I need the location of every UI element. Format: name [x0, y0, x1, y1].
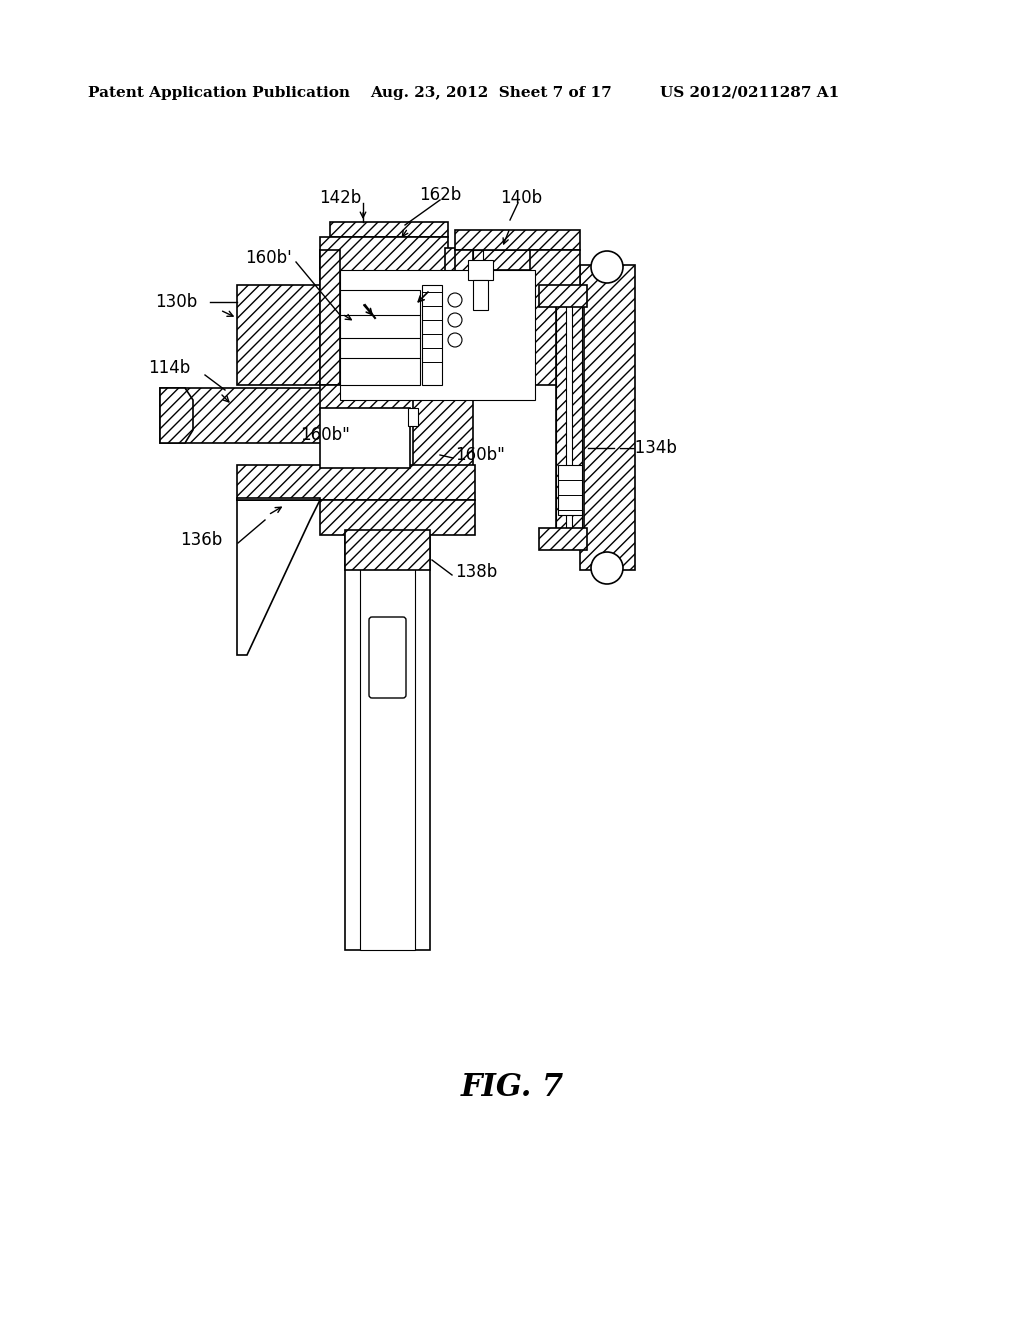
Bar: [530, 249, 580, 385]
Text: 142b: 142b: [318, 189, 361, 207]
Text: —134b: —134b: [618, 440, 677, 457]
Circle shape: [591, 552, 623, 583]
Bar: [445, 248, 457, 290]
Text: 138b: 138b: [455, 564, 498, 581]
Bar: [455, 230, 580, 249]
Bar: [360, 535, 415, 950]
Text: 140b: 140b: [500, 189, 542, 207]
Text: 136b: 136b: [180, 531, 222, 549]
Bar: [319, 408, 410, 469]
Bar: [330, 222, 449, 238]
Bar: [319, 249, 555, 271]
Bar: [455, 249, 473, 385]
Bar: [539, 285, 587, 308]
Polygon shape: [237, 500, 319, 655]
Polygon shape: [237, 498, 319, 500]
Circle shape: [449, 313, 462, 327]
Bar: [237, 465, 475, 500]
Bar: [372, 620, 403, 696]
Bar: [237, 285, 319, 385]
Bar: [413, 385, 473, 469]
Text: 162b: 162b: [419, 186, 461, 205]
Bar: [556, 294, 584, 540]
Bar: [572, 294, 582, 540]
Bar: [580, 265, 635, 570]
Bar: [345, 531, 430, 570]
Circle shape: [449, 293, 462, 308]
Bar: [473, 249, 483, 385]
Bar: [319, 238, 449, 292]
Text: 160b": 160b": [455, 446, 505, 465]
Circle shape: [449, 333, 462, 347]
Circle shape: [591, 251, 623, 282]
Bar: [319, 249, 340, 385]
Text: FIG. 7: FIG. 7: [461, 1072, 563, 1104]
Bar: [340, 290, 420, 385]
Bar: [408, 408, 418, 426]
Bar: [558, 465, 582, 515]
Bar: [319, 385, 455, 411]
Text: 130b: 130b: [155, 293, 198, 312]
Text: 114b: 114b: [148, 359, 190, 378]
Bar: [422, 285, 442, 385]
Bar: [473, 280, 488, 310]
Bar: [340, 271, 535, 400]
Bar: [345, 531, 430, 950]
Bar: [539, 528, 587, 550]
Text: 160b": 160b": [300, 426, 350, 444]
Bar: [468, 260, 493, 280]
Bar: [160, 388, 322, 444]
Bar: [556, 294, 566, 540]
Text: Patent Application Publication: Patent Application Publication: [88, 86, 350, 100]
Bar: [319, 500, 475, 535]
Text: US 2012/0211287 A1: US 2012/0211287 A1: [660, 86, 840, 100]
Polygon shape: [160, 388, 193, 444]
FancyBboxPatch shape: [369, 616, 406, 698]
Text: 160b': 160b': [245, 249, 292, 267]
Text: Aug. 23, 2012  Sheet 7 of 17: Aug. 23, 2012 Sheet 7 of 17: [370, 86, 611, 100]
